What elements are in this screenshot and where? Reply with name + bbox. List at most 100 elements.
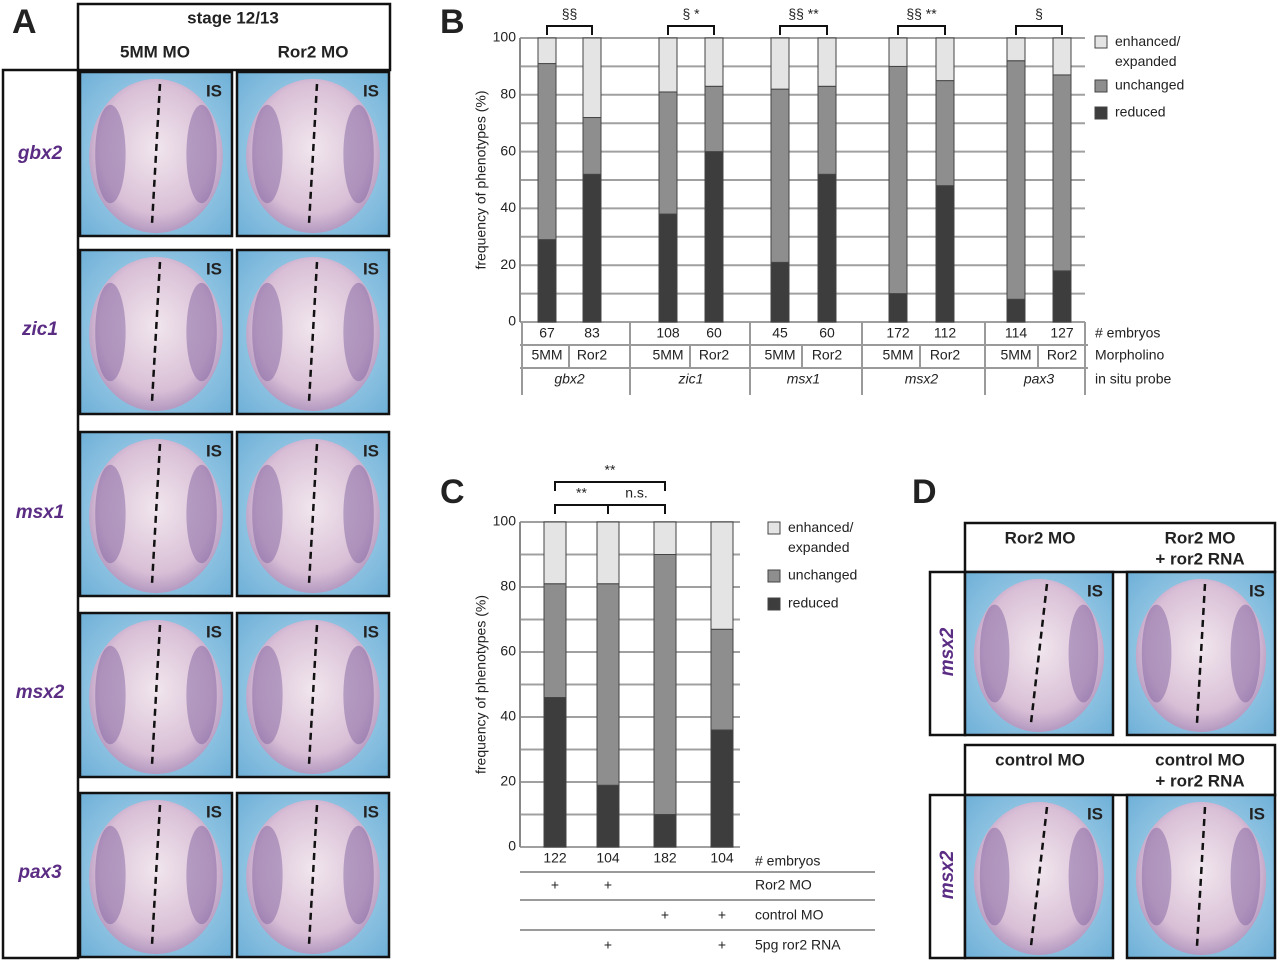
- bar-segment: [935, 80, 955, 187]
- morpholino-label: Ror2: [699, 347, 730, 363]
- morpholino-label: Ror2: [812, 347, 843, 363]
- significance-bracket: [554, 504, 609, 514]
- y-tick-label: 100: [493, 513, 517, 529]
- is-label: IS: [1249, 581, 1265, 600]
- bar-segment: [596, 521, 620, 585]
- bar-segment: [543, 521, 567, 585]
- morpholino-label: 5MM: [652, 347, 683, 363]
- column-header: Ror2 MO: [1005, 528, 1076, 547]
- embryo-count: 114: [1005, 325, 1028, 341]
- gene-label: pax3: [17, 862, 62, 883]
- column-header: + ror2 RNA: [1155, 549, 1244, 568]
- legend-label: unchanged: [788, 567, 857, 583]
- gene-label: msx2: [16, 682, 65, 703]
- bar-segment: [582, 173, 602, 323]
- morpholino-label: Ror2: [930, 347, 961, 363]
- is-label: IS: [363, 802, 379, 821]
- bar-segment: [817, 85, 837, 175]
- is-label: IS: [206, 441, 222, 460]
- y-tick-label: 80: [500, 578, 516, 594]
- significance-bracket: [779, 25, 828, 35]
- condition-label: Ror2 MO: [755, 877, 812, 893]
- bar-segment: [543, 583, 567, 698]
- bar-segment: [935, 37, 955, 82]
- embryo-count: 127: [1050, 325, 1074, 341]
- stain: [186, 282, 217, 382]
- bar-segment: [537, 63, 557, 241]
- embryo-count: 67: [539, 325, 555, 341]
- bar-segment: [935, 185, 955, 323]
- embryo-count: 182: [653, 850, 677, 866]
- stain: [252, 104, 283, 204]
- panel-label: D: [912, 473, 937, 511]
- bar-segment: [888, 37, 908, 67]
- significance-bracket: [546, 25, 593, 35]
- is-label: IS: [1087, 581, 1103, 600]
- bar-segment: [596, 784, 620, 848]
- column-header: Ror2 MO: [278, 42, 349, 61]
- bar-segment: [653, 521, 677, 555]
- is-label: IS: [206, 259, 222, 278]
- stain: [252, 282, 283, 382]
- stain: [252, 464, 283, 564]
- significance-label: §§ **: [788, 6, 819, 22]
- stain: [95, 645, 126, 745]
- panel-label: C: [440, 473, 465, 511]
- bar-segment: [653, 814, 677, 848]
- header-box: [76, 2, 392, 72]
- bar-segment: [817, 173, 837, 323]
- legend-label: unchanged: [1115, 77, 1184, 93]
- y-tick-label: 60: [500, 643, 516, 659]
- stain: [95, 282, 126, 382]
- bar-segment: [1052, 270, 1072, 323]
- stain: [1141, 827, 1172, 926]
- stain: [95, 104, 126, 204]
- stain: [343, 645, 374, 745]
- row-label: # embryos: [1095, 325, 1160, 341]
- column-header: 5MM MO: [120, 42, 190, 61]
- probe-label: pax3: [1023, 371, 1055, 387]
- gene-label: gbx2: [17, 143, 63, 164]
- significance-bracket: [554, 481, 666, 491]
- stain: [1068, 827, 1099, 926]
- condition-label: 5pg ror2 RNA: [755, 937, 841, 953]
- bar-segment: [658, 91, 678, 215]
- condition-label: control MO: [755, 907, 824, 923]
- bar-segment: [658, 213, 678, 323]
- bar-segment: [1052, 37, 1072, 76]
- gene-label: msx2: [937, 850, 958, 899]
- bar-segment: [537, 37, 557, 65]
- is-label: IS: [363, 81, 379, 100]
- gene-label: msx1: [16, 502, 65, 523]
- stain: [252, 825, 283, 925]
- bar-segment: [537, 239, 557, 323]
- stain: [186, 104, 217, 204]
- condition-mark: +: [661, 907, 669, 923]
- embryo-count: 172: [886, 325, 910, 341]
- stain: [95, 464, 126, 564]
- legend-swatch: [767, 569, 781, 583]
- y-axis-label: frequency of phenotypes (%): [473, 91, 489, 270]
- y-tick-label: 40: [500, 708, 516, 724]
- is-label: IS: [1249, 804, 1265, 823]
- morpholino-label: 5MM: [531, 347, 562, 363]
- embryo-count: 83: [584, 325, 600, 341]
- y-tick-label: 0: [508, 313, 516, 329]
- stain: [1230, 604, 1261, 703]
- stain: [343, 104, 374, 204]
- row-label: Morpholino: [1095, 347, 1164, 363]
- bar-segment: [658, 37, 678, 93]
- embryo: [973, 801, 1105, 956]
- is-label: IS: [363, 441, 379, 460]
- is-label: IS: [206, 81, 222, 100]
- gene-label: msx2: [937, 627, 958, 676]
- morpholino-label: Ror2: [577, 347, 608, 363]
- y-tick-label: 100: [493, 29, 517, 45]
- is-label: IS: [363, 622, 379, 641]
- bar-segment: [770, 37, 790, 90]
- significance-bracket: [1015, 25, 1063, 35]
- embryo: [1135, 578, 1267, 733]
- significance-bracket: [897, 25, 946, 35]
- gene-label: zic1: [21, 319, 58, 340]
- bar-segment: [704, 85, 724, 153]
